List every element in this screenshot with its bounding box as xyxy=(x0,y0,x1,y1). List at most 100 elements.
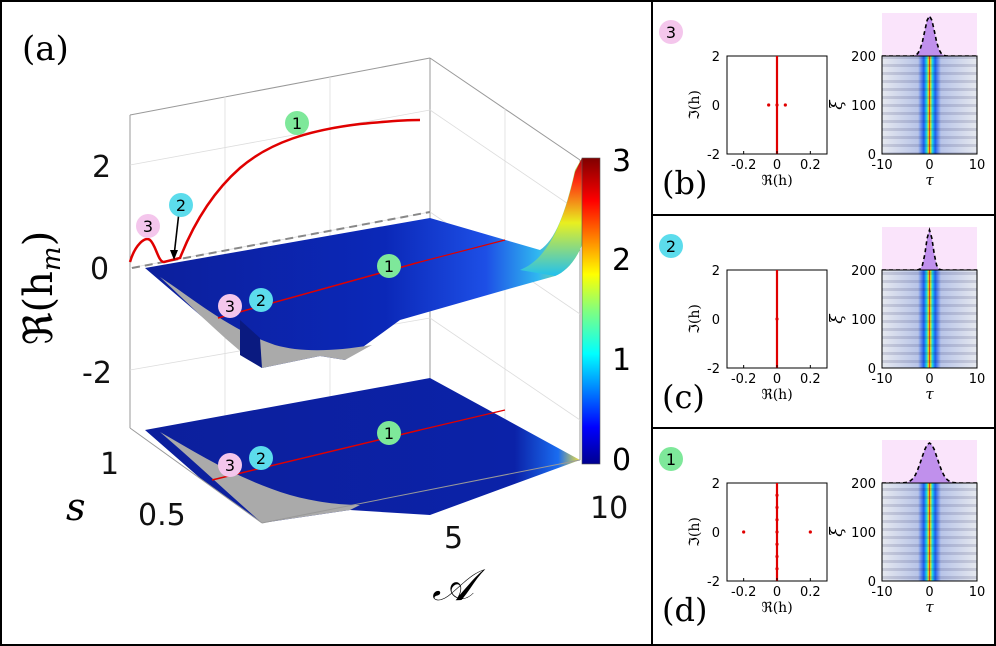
eigenvalue-point xyxy=(775,518,779,522)
prop-y-tick: 0 xyxy=(868,575,876,590)
spectrum-x-tick: 0.2 xyxy=(800,372,821,387)
prop-x-tick: 0 xyxy=(925,372,933,387)
prop-ylabel: ξ xyxy=(827,99,847,110)
colorbar-tick-0: 0 xyxy=(612,443,631,478)
svg-text:1: 1 xyxy=(384,257,394,276)
spectrum-x-tick: -0.2 xyxy=(731,585,756,600)
marker-3-top: 3 xyxy=(136,214,160,238)
marker-1-bot: 1 xyxy=(377,421,401,445)
panel-b-label: (b) xyxy=(662,164,707,202)
spectrum-xlabel: ℜ(h) xyxy=(761,173,792,189)
prop-x-tick: 0 xyxy=(925,158,933,173)
spectrum-ylabel: ℑ(h) xyxy=(687,517,703,547)
spectrum-xlabel: ℜ(h) xyxy=(761,387,792,403)
spectrum-y-tick: 2 xyxy=(712,477,720,492)
marker-2-bot: 2 xyxy=(249,446,273,470)
svg-text:2: 2 xyxy=(256,449,266,468)
prop-x-tick: 10 xyxy=(969,585,986,600)
marker-2-mid: 2 xyxy=(249,288,273,312)
prop-xlabel: τ xyxy=(925,598,934,616)
A-tick-10: 10 xyxy=(590,491,628,526)
panel-a-label: (a) xyxy=(22,29,69,69)
spectrum-y-tick: 0 xyxy=(712,99,720,114)
colorbar-gradient xyxy=(581,157,601,465)
prop-x-tick: 0 xyxy=(925,585,933,600)
svg-text:2: 2 xyxy=(666,237,676,256)
prop-y-tick: 200 xyxy=(851,264,876,279)
eigenvalue-point xyxy=(775,554,779,559)
colorbar-tick-3: 3 xyxy=(612,144,631,179)
marker-2-top: 2 xyxy=(169,193,193,217)
spectrum-y-tick: 2 xyxy=(712,264,720,279)
top-curve xyxy=(128,118,421,264)
eigenvalue-point xyxy=(783,103,787,107)
eigenvalue-point xyxy=(767,103,771,107)
svg-text:1: 1 xyxy=(666,450,676,469)
spectrum-x-tick: 0 xyxy=(773,372,781,387)
z-axis-close: ) xyxy=(16,231,62,247)
marker-2-arrow xyxy=(173,211,180,257)
spectrum-y-tick: 0 xyxy=(712,313,720,328)
svg-text:1: 1 xyxy=(292,114,302,133)
marker-3-bot: 3 xyxy=(218,453,242,477)
zero-dashed-line xyxy=(131,211,431,269)
s-tick-1: 1 xyxy=(100,447,119,482)
spectrum-x-tick: -0.2 xyxy=(731,372,756,387)
z-tick-2: 2 xyxy=(92,150,111,185)
colorbar-tick-1: 1 xyxy=(612,343,631,378)
spectrum-y-tick: -2 xyxy=(707,575,720,590)
marker-3-mid: 3 xyxy=(218,294,242,318)
base-axes xyxy=(129,427,581,524)
panel-c-label: (c) xyxy=(662,378,705,416)
A-axis-ticks: 5 10 xyxy=(444,491,628,556)
middle-surface xyxy=(145,158,582,368)
eigenvalue-point xyxy=(775,493,779,497)
prop-xlabel: τ xyxy=(925,385,934,403)
A-tick-5: 5 xyxy=(444,521,463,556)
panel-d-marker: 1 xyxy=(659,447,683,471)
profile-fill-d xyxy=(882,443,977,483)
z-axis-sub: m xyxy=(37,246,67,271)
svg-text:1: 1 xyxy=(384,424,394,443)
spectrum-x-tick: 0.2 xyxy=(800,158,821,173)
z-tick-neg2: -2 xyxy=(82,356,112,391)
profile-fill-c xyxy=(882,230,977,270)
marker-1-top: 1 xyxy=(285,111,309,135)
profile-fill-b xyxy=(882,16,977,56)
svg-text:2: 2 xyxy=(176,196,186,215)
spectrum-x-tick: 0.2 xyxy=(800,585,821,600)
eigenvalue-point xyxy=(775,103,779,107)
spectrum-y-tick: 0 xyxy=(712,526,720,541)
panel-c-marker: 2 xyxy=(659,234,683,258)
prop-x-tick: -10 xyxy=(871,158,892,173)
spectrum-ylabel: ℑ(h) xyxy=(687,304,703,334)
panel-d-label: (d) xyxy=(662,591,707,629)
prop-y-tick: 0 xyxy=(868,148,876,163)
prop-xlabel: τ xyxy=(925,171,934,189)
eigenvalue-point xyxy=(775,530,779,534)
spectrum-x-tick: 0 xyxy=(773,585,781,600)
prop-ylabel: ξ xyxy=(827,526,847,537)
eigenvalue-point xyxy=(808,530,812,534)
spectrum-ylabel: ℑ(h) xyxy=(687,90,703,120)
s-axis-ticks: 1 0.5 xyxy=(100,447,186,533)
svg-text:3: 3 xyxy=(225,456,235,475)
spectrum-y-tick: -2 xyxy=(707,148,720,163)
eigenvalue-point xyxy=(775,542,779,546)
s-axis-label: s xyxy=(66,485,86,529)
prop-y-tick: 0 xyxy=(868,362,876,377)
panel-a: (a) 2 0 -2 ℜ(hm) xyxy=(16,29,631,611)
prop-x-tick: 10 xyxy=(969,158,986,173)
eigenvalue-point xyxy=(742,530,746,534)
spectrum-xlabel: ℜ(h) xyxy=(761,600,792,616)
svg-text:3: 3 xyxy=(666,23,676,42)
spectrum-y-tick: 2 xyxy=(712,50,720,65)
prop-x-tick: -10 xyxy=(871,372,892,387)
prop-y-tick: 200 xyxy=(851,477,876,492)
colorbar-tick-2: 2 xyxy=(612,243,631,278)
